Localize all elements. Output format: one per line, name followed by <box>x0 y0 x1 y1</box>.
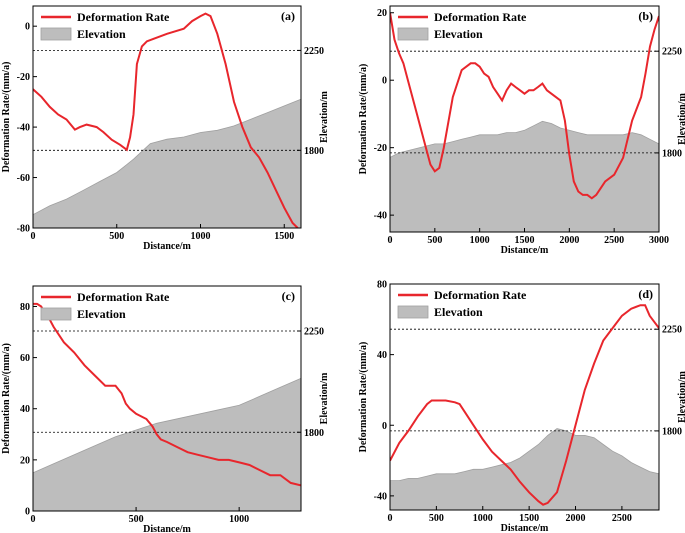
y-tick-label: -20 <box>17 72 30 83</box>
deformation-rate-line <box>33 12 299 228</box>
panel-label: (b) <box>638 9 653 23</box>
y-axis-title: Deformation Rate/(mm/a) <box>1 62 12 173</box>
x-tick-label: 0 <box>388 513 393 524</box>
legend-label-elevation: Elevation <box>434 27 483 41</box>
y2-tick-label: 2250 <box>662 325 682 336</box>
y-tick-label: 20 <box>377 8 387 19</box>
y-tick-label: 0 <box>382 76 387 87</box>
y-axis-title: Deformation Rate/(mm/a) <box>358 342 369 453</box>
x-tick-label: 1500 <box>274 231 294 242</box>
y2-axis-title: Elevation/m <box>319 372 330 424</box>
y2-axis-title: Elevation/m <box>319 91 330 143</box>
x-tick-label: 3000 <box>649 235 669 246</box>
deformation-rate-line <box>390 12 659 200</box>
legend: Deformation Rate Elevation <box>397 10 527 41</box>
y-tick-label: 60 <box>20 353 30 364</box>
elevation-area <box>33 377 301 511</box>
deformation-rate-line <box>33 302 301 487</box>
y-tick-label: 0 <box>382 421 387 432</box>
plot-frame <box>32 285 302 512</box>
x-tick-label: 1000 <box>229 514 249 525</box>
y-tick-label: 40 <box>20 404 30 415</box>
x-tick-label: 2000 <box>566 513 586 524</box>
y-tick-label: 0 <box>25 507 30 518</box>
y-tick-label: -40 <box>374 211 387 222</box>
x-axis-title: Distance/m <box>501 245 549 256</box>
y-tick-label: 80 <box>377 280 387 291</box>
y-tick-label: -20 <box>374 143 387 154</box>
legend-label-elevation: Elevation <box>77 27 126 41</box>
panel-label: (c) <box>282 289 295 303</box>
y-tick-label: 20 <box>20 455 30 466</box>
y2-tick-label: 2250 <box>304 46 324 57</box>
chart-panel-4: 0 500 1000 1500 2000 2500-400408018002250Dist… <box>358 280 685 533</box>
plot-frame <box>32 5 302 229</box>
x-tick-label: 500 <box>427 235 442 246</box>
y2-tick-label: 2250 <box>662 47 682 58</box>
legend-swatch-elevation <box>40 27 72 41</box>
x-tick-label: 2500 <box>604 235 624 246</box>
y2-tick-label: 1800 <box>662 148 682 159</box>
x-tick-label: 2000 <box>559 235 579 246</box>
panel-label: (a) <box>281 9 295 23</box>
y-tick-label: 80 <box>20 302 30 313</box>
y2-axis-title: Elevation/m <box>677 93 685 145</box>
chart-panel-3: 0 500 1000 0 20 40 60 80 1800 2250 Distance/m Defor… <box>1 285 330 533</box>
y-tick-label: -60 <box>17 173 30 184</box>
plot-frame <box>389 283 660 511</box>
chart-panel-2: 0 500 1000 1500 2000 2500 3000 -40 -20 0 20 1800 225… <box>358 5 685 256</box>
y-tick-label: 40 <box>377 350 387 361</box>
x-tick-label: 500 <box>429 513 444 524</box>
legend-swatch-elevation <box>397 27 429 41</box>
deformation-rate-line <box>390 304 659 506</box>
x-tick-label: 0 <box>388 235 393 246</box>
legend-label-rate: Deformation Rate <box>434 288 527 302</box>
y2-tick-label: 2250 <box>304 327 324 338</box>
y-axis-title: Deformation Rate/(mm/a) <box>1 343 12 454</box>
x-tick-label: 0 <box>31 514 36 525</box>
chart-panel-1: 0 500 1000 1500 -80 -60 -40 -20 0 1800 2250 Distanc… <box>1 5 330 252</box>
y2-tick-label: 1800 <box>304 428 324 439</box>
legend-label-rate: Deformation Rate <box>434 10 527 24</box>
y-axis-title: Deformation Rate/(mm/a) <box>358 64 369 175</box>
legend: Deformation Rate Elevation <box>397 288 527 319</box>
panel-label: (d) <box>638 287 653 301</box>
legend-label-rate: Deformation Rate <box>77 10 170 24</box>
x-tick-label: 1000 <box>473 513 493 524</box>
y-tick-label: -40 <box>374 491 387 502</box>
x-tick-label: 0 <box>31 231 36 242</box>
legend-swatch-elevation <box>397 305 429 319</box>
legend-label-elevation: Elevation <box>434 305 483 319</box>
elevation-area <box>390 428 659 510</box>
y2-axis-title: Elevation/m <box>677 371 685 423</box>
x-tick-label: 1500 <box>515 235 535 246</box>
elevation-area <box>33 98 301 228</box>
legend-label-elevation: Elevation <box>77 307 126 321</box>
x-tick-label: 1000 <box>470 235 490 246</box>
x-tick-label: 2500 <box>612 513 632 524</box>
legend: Deformation Rate Elevation <box>40 10 170 41</box>
legend: Deformation Rate Elevation <box>40 290 170 321</box>
elevation-area <box>390 120 659 232</box>
y-tick-label: 0 <box>25 22 30 33</box>
x-axis-title: Distance/m <box>143 524 191 533</box>
x-tick-label: 500 <box>109 231 124 242</box>
x-tick-label: 1500 <box>519 513 539 524</box>
x-axis-title: Distance/m <box>143 241 191 252</box>
x-tick-label: 1000 <box>191 231 211 242</box>
legend-swatch-elevation <box>40 307 72 321</box>
y2-tick-label: 1800 <box>304 146 324 157</box>
x-tick-label: 500 <box>129 514 144 525</box>
y-tick-label: -80 <box>17 224 30 235</box>
y-tick-label: -40 <box>17 123 30 134</box>
x-axis-title: Distance/m <box>501 523 549 533</box>
y2-tick-label: 1800 <box>662 426 682 437</box>
legend-label-rate: Deformation Rate <box>77 290 170 304</box>
